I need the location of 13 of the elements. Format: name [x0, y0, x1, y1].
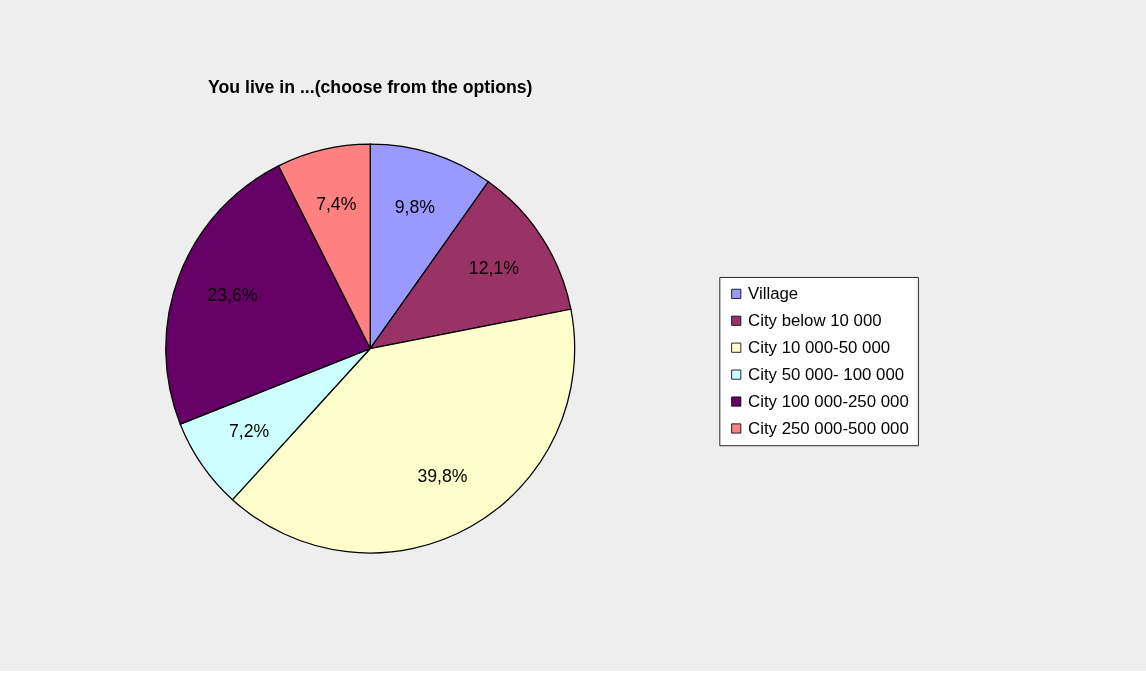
legend-label: City 10 000-50 000 — [748, 337, 891, 357]
data-label: 23,6% — [207, 285, 258, 306]
legend-label: City 50 000- 100 000 — [748, 364, 905, 384]
data-label: 7,4% — [316, 194, 357, 215]
legend-label: Village — [748, 283, 799, 303]
data-label: 7,2% — [229, 421, 270, 442]
chart-title: You live in ...(choose from the options) — [208, 76, 533, 97]
data-label: 39,8% — [417, 465, 468, 486]
data-label: 12,1% — [468, 257, 520, 278]
legend-label: City 250 000-500 000 — [748, 418, 909, 438]
data-label: 9,8% — [394, 197, 436, 218]
legend-label: City 100 000-250 000 — [748, 391, 909, 411]
legend-label: City below 10 000 — [748, 310, 882, 330]
